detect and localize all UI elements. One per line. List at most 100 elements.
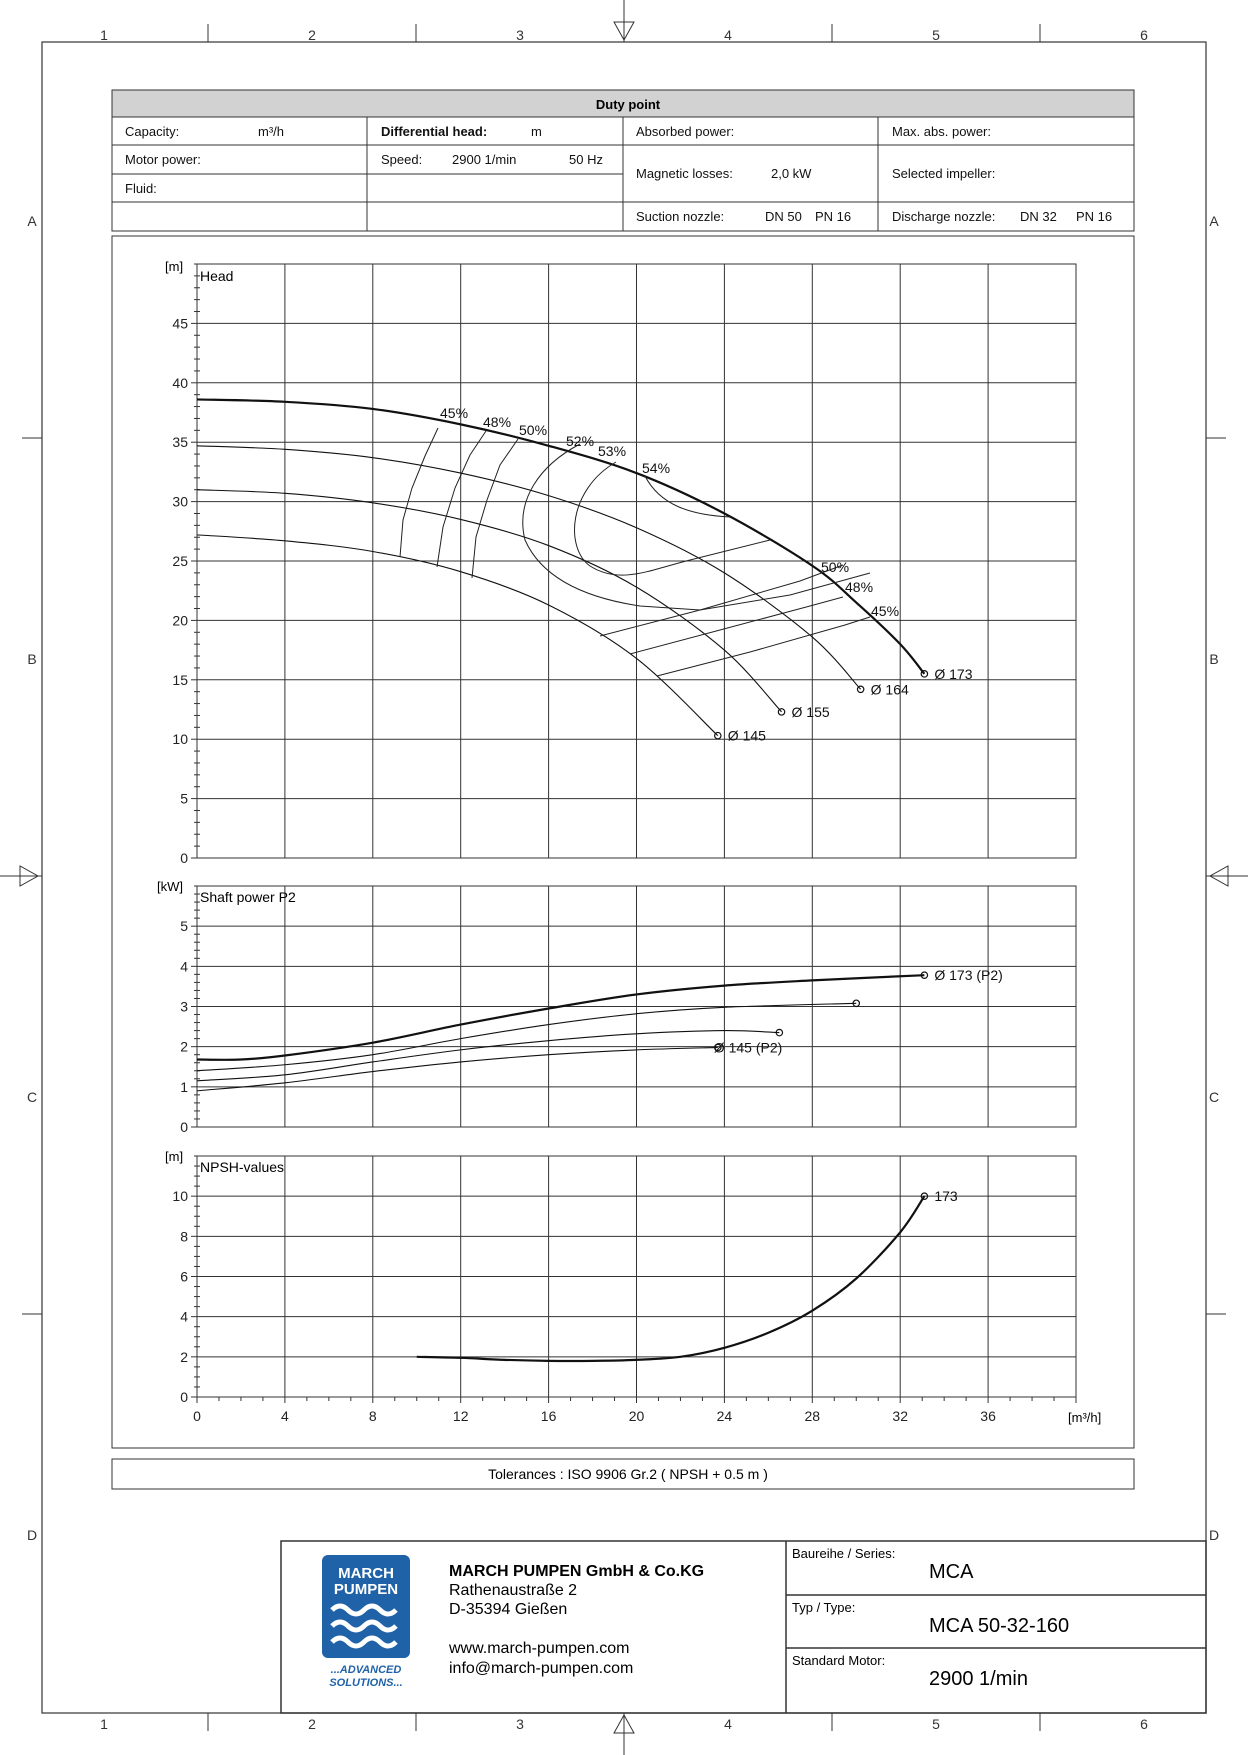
y-tick-label: 0 bbox=[180, 850, 188, 866]
x-tick-label: 20 bbox=[629, 1408, 645, 1424]
head-chart-title: Head bbox=[200, 268, 233, 284]
company-email: info@march-pumpen.com bbox=[449, 1660, 633, 1677]
frame-labels: 1 2 3 4 5 6 1 2 3 4 5 6 A B C D A B C D bbox=[27, 27, 1219, 1732]
y-tick-label: 6 bbox=[180, 1269, 188, 1285]
curve--145-p2- bbox=[196, 1046, 718, 1092]
col-label: 5 bbox=[932, 1716, 940, 1732]
npsh-chart-title: NPSH-values bbox=[200, 1159, 284, 1175]
tolerances-box bbox=[111, 1458, 1135, 1490]
curve-end-marker bbox=[714, 1043, 722, 1052]
power-y-unit: [kW] bbox=[157, 879, 183, 894]
y-tick-label: 15 bbox=[172, 672, 188, 688]
discharge-pn: PN 16 bbox=[1076, 209, 1112, 224]
col-label: 6 bbox=[1140, 1716, 1148, 1732]
company-logo: MARCH PUMPEN ...ADVANCED SOLUTIONS... bbox=[322, 1555, 410, 1689]
curve-label: Ø 173 (P2) bbox=[934, 967, 1002, 983]
efficiency-label: 50% bbox=[821, 559, 849, 575]
diff-head-unit: m bbox=[531, 124, 542, 139]
efficiency-label: 45% bbox=[871, 603, 899, 619]
y-tick-label: 20 bbox=[172, 612, 188, 628]
centering-marks bbox=[19, 21, 1229, 1734]
speed-label: Speed: bbox=[381, 152, 422, 167]
curve-label: Ø 145 (P2) bbox=[714, 1039, 782, 1055]
company-name: MARCH PUMPEN GmbH & Co.KG bbox=[449, 1563, 704, 1580]
curve-end-marker bbox=[920, 1192, 929, 1200]
suction-pn: PN 16 bbox=[815, 209, 851, 224]
efficiency-label: 54% bbox=[642, 460, 670, 476]
col-label: 3 bbox=[516, 1716, 524, 1732]
x-tick-label: 12 bbox=[453, 1408, 469, 1424]
curve-label: 173 bbox=[934, 1188, 958, 1204]
curve-label: Ø 145 bbox=[728, 728, 766, 744]
absorbed-power-label: Absorbed power: bbox=[636, 124, 734, 139]
speed-value: 2900 1/min bbox=[452, 152, 516, 167]
curve-label: Ø 164 bbox=[871, 681, 909, 697]
x-tick-label: 0 bbox=[193, 1408, 201, 1424]
motor-power-label: Motor power: bbox=[125, 152, 201, 167]
y-tick-label: 45 bbox=[172, 315, 188, 331]
col-label: 2 bbox=[308, 27, 316, 43]
y-tick-label: 8 bbox=[180, 1228, 188, 1244]
chart-area-frame bbox=[111, 235, 1135, 1449]
curve-label: Ø 155 bbox=[792, 704, 830, 720]
efficiency-label: 50% bbox=[519, 422, 547, 438]
x-tick-label: 4 bbox=[281, 1408, 289, 1424]
efficiency-label: 45% bbox=[440, 405, 468, 421]
col-label: 2 bbox=[308, 1716, 316, 1732]
row-label: D bbox=[27, 1527, 37, 1543]
duty-point-table: Duty point Capacity: m³/h Differential h… bbox=[111, 89, 1135, 232]
y-tick-label: 40 bbox=[172, 375, 188, 391]
type-label: Typ / Type: bbox=[792, 1600, 855, 1615]
discharge-dn: DN 32 bbox=[1020, 209, 1057, 224]
y-tick-label: 5 bbox=[180, 918, 188, 934]
row-label: A bbox=[27, 213, 37, 229]
curve-end-marker bbox=[852, 999, 861, 1008]
efficiency-label: 48% bbox=[483, 414, 511, 430]
motor-value: 2900 1/min bbox=[929, 1668, 1028, 1690]
curve-end-marker bbox=[920, 670, 929, 678]
curve--155 bbox=[196, 1030, 780, 1082]
svg-text:PUMPEN: PUMPEN bbox=[334, 1581, 398, 1598]
col-label: 3 bbox=[516, 27, 524, 43]
curve-end-marker bbox=[856, 685, 865, 694]
col-label: 4 bbox=[724, 27, 732, 43]
y-tick-label: 3 bbox=[180, 999, 188, 1015]
y-tick-label: 4 bbox=[180, 1309, 188, 1325]
x-tick-label: 16 bbox=[541, 1408, 557, 1424]
x-tick-label: 24 bbox=[717, 1408, 733, 1424]
row-label: D bbox=[1209, 1527, 1219, 1543]
duty-point-title: Duty point bbox=[596, 97, 661, 112]
y-tick-label: 10 bbox=[172, 1188, 188, 1204]
col-label: 5 bbox=[932, 27, 940, 43]
efficiency-label: 53% bbox=[598, 443, 626, 459]
series-value: MCA bbox=[929, 1561, 974, 1583]
y-tick-label: 2 bbox=[180, 1039, 188, 1055]
curve-end-marker bbox=[775, 1028, 784, 1037]
curve--164 bbox=[196, 1002, 857, 1072]
suction-nozzle-label: Suction nozzle: bbox=[636, 209, 724, 224]
curve-end-marker bbox=[714, 731, 722, 740]
efficiency-label: 52% bbox=[566, 433, 594, 449]
head-chart: 0 5 10 15 20 25 30 35 40 45 Ø 173 Ø 164 Ø 155 Ø 145 45… bbox=[165, 259, 1077, 866]
row-label: C bbox=[27, 1089, 37, 1105]
row-label: B bbox=[1209, 651, 1218, 667]
svg-text:MARCH: MARCH bbox=[338, 1565, 394, 1582]
y-tick-label: 5 bbox=[180, 791, 188, 807]
y-tick-label: 0 bbox=[180, 1119, 188, 1135]
curve-end-marker bbox=[920, 971, 929, 979]
y-tick-label: 30 bbox=[172, 494, 188, 510]
y-tick-label: 4 bbox=[180, 958, 188, 974]
col-label: 6 bbox=[1140, 27, 1148, 43]
svg-text:SOLUTIONS...: SOLUTIONS... bbox=[329, 1677, 402, 1689]
row-label: C bbox=[1209, 1089, 1219, 1105]
max-abs-power-label: Max. abs. power: bbox=[892, 124, 991, 139]
tolerances-text: Tolerances : ISO 9906 Gr.2 ( NPSH + 0.5 … bbox=[488, 1466, 768, 1482]
diff-head-label: Differential head: bbox=[381, 124, 487, 139]
y-tick-label: 25 bbox=[172, 553, 188, 569]
power-chart-title: Shaft power P2 bbox=[200, 889, 296, 905]
fluid-label: Fluid: bbox=[125, 181, 157, 196]
curve--155 bbox=[196, 489, 782, 713]
x-tick-label: 28 bbox=[805, 1408, 821, 1424]
